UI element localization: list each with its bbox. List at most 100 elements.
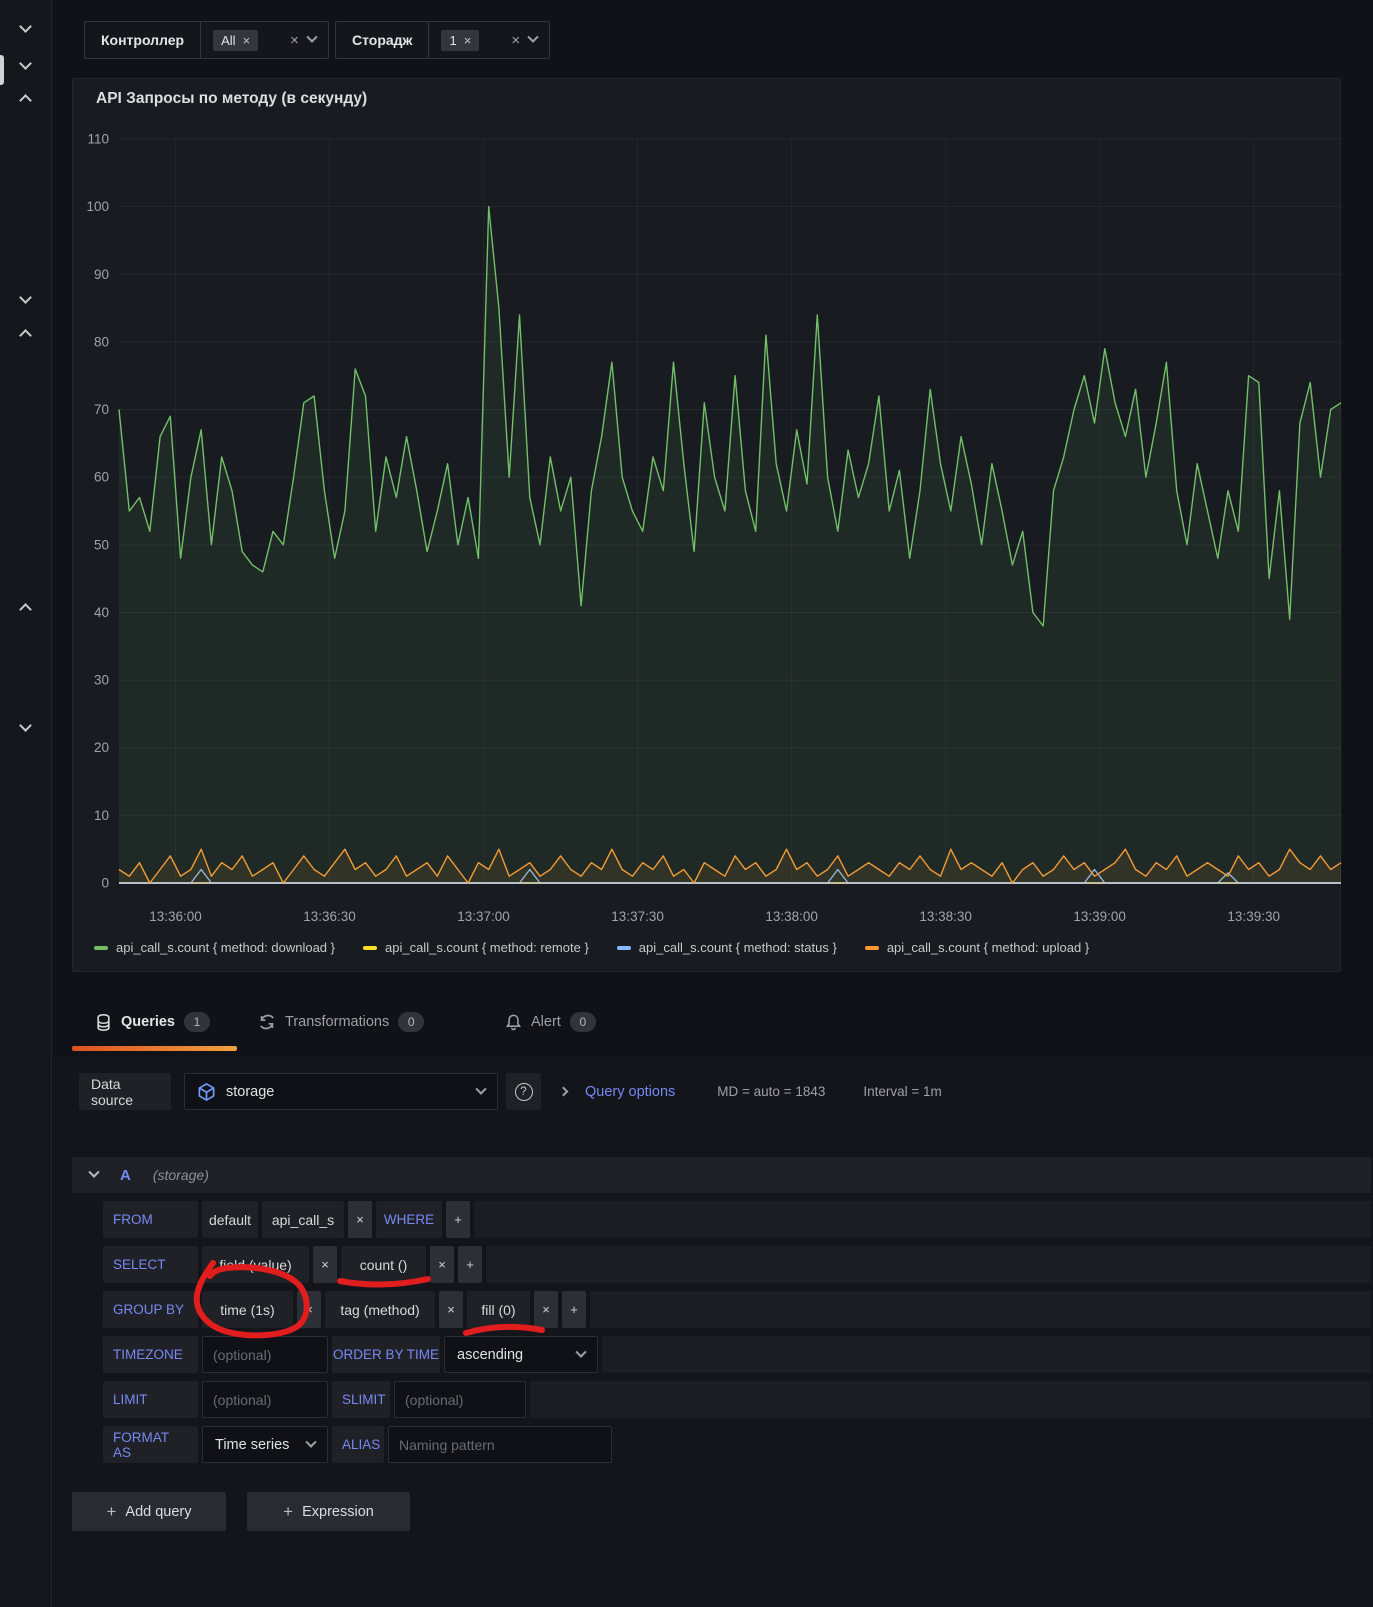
chevron-down-icon[interactable] — [19, 57, 32, 70]
query-row-limit: LIMIT SLIMIT — [103, 1381, 1371, 1418]
x-tick-label: 13:38:00 — [765, 909, 818, 924]
timezone-label: TIMEZONE — [103, 1336, 198, 1373]
select-field-segment[interactable]: field (value) — [202, 1246, 309, 1283]
remove-icon[interactable]: × — [297, 1291, 321, 1328]
add-query-button[interactable]: + Add query — [72, 1492, 226, 1531]
filter-storage-chip-value: 1 — [449, 32, 457, 48]
legend-item[interactable]: api_call_s.count { method: remote } — [363, 940, 589, 955]
tab-queries[interactable]: Queries 1 — [95, 1012, 210, 1032]
process-icon — [260, 1014, 274, 1030]
add-icon[interactable]: + — [458, 1246, 482, 1283]
y-tick-label: 10 — [94, 808, 109, 823]
query-ref-header[interactable]: A (storage) — [72, 1157, 1371, 1193]
format-as-value: Time series — [215, 1436, 290, 1453]
group-by-fill-segment[interactable]: fill (0) — [467, 1291, 530, 1328]
tab-queries-count: 1 — [184, 1012, 210, 1032]
query-row-select: SELECT field (value) × count () × + — [103, 1246, 1371, 1283]
chip-close-icon[interactable]: × — [242, 32, 251, 48]
select-label: SELECT — [103, 1246, 198, 1283]
datasource-name: storage — [226, 1083, 275, 1100]
from-measurement-segment[interactable]: api_call_s — [262, 1201, 344, 1238]
filter-clear-icon[interactable]: × — [290, 31, 299, 49]
remove-icon[interactable]: × — [348, 1201, 372, 1238]
chevron-down-icon[interactable] — [19, 291, 32, 304]
from-database-segment[interactable]: default — [202, 1201, 258, 1238]
select-count-segment[interactable]: count () — [341, 1246, 426, 1283]
legend-item[interactable]: api_call_s.count { method: upload } — [864, 940, 1089, 955]
alias-label: ALIAS — [332, 1426, 384, 1463]
remove-icon[interactable]: × — [313, 1246, 337, 1283]
chevron-up-icon[interactable] — [19, 329, 32, 342]
legend-dash-icon — [616, 945, 631, 950]
chevron-down-icon[interactable] — [306, 31, 318, 43]
tab-alert[interactable]: Alert 0 — [505, 1012, 596, 1032]
filter-storage: Сторадж 1 × × — [335, 21, 551, 59]
row-filler — [530, 1381, 1371, 1418]
filter-storage-chip[interactable]: 1 × — [441, 29, 480, 51]
expression-button[interactable]: + Expression — [247, 1492, 410, 1531]
tab-transformations[interactable]: Transformations 0 — [258, 1012, 425, 1032]
order-by-time-select[interactable]: ascending — [444, 1336, 598, 1373]
limit-label: LIMIT — [103, 1381, 198, 1418]
x-tick-label: 13:37:30 — [611, 909, 664, 924]
question-icon: ? — [514, 1082, 533, 1101]
x-tick-label: 13:38:30 — [919, 909, 972, 924]
chevron-up-icon[interactable] — [19, 94, 32, 107]
row-filler — [474, 1201, 1371, 1238]
query-options-toggle[interactable]: Query options — [585, 1083, 676, 1100]
chip-close-icon[interactable]: × — [463, 32, 472, 48]
chevron-down-icon[interactable] — [527, 31, 539, 43]
limit-input[interactable] — [202, 1381, 328, 1418]
chevron-up-icon[interactable] — [19, 603, 32, 616]
y-tick-label: 70 — [94, 402, 109, 417]
chart-svg: 0 10 20 30 40 50 60 70 80 90 100 110 13:36:00 13:36:3… — [86, 132, 1342, 924]
active-tab-underline — [72, 1046, 237, 1051]
query-ref-datasource: (storage) — [152, 1167, 209, 1183]
legend-item[interactable]: api_call_s.count { method: status } — [616, 940, 837, 955]
datasource-help-button[interactable]: ? — [506, 1073, 541, 1110]
group-by-time-segment[interactable]: time (1s) — [202, 1291, 293, 1328]
row-filler — [602, 1336, 1371, 1373]
format-as-select[interactable]: Time series — [202, 1426, 328, 1463]
query-ref-id: A — [120, 1166, 131, 1184]
slimit-input[interactable] — [394, 1381, 526, 1418]
sidebar-active-indicator — [0, 55, 4, 85]
datasource-picker[interactable]: storage — [184, 1073, 498, 1110]
order-by-time-label: ORDER BY TIME — [332, 1336, 440, 1373]
x-tick-label: 13:39:00 — [1073, 909, 1126, 924]
tab-alert-count: 0 — [569, 1012, 596, 1032]
chevron-down-icon — [305, 1436, 317, 1448]
timezone-input[interactable] — [202, 1336, 328, 1373]
filter-controller-chip[interactable]: All × — [213, 29, 259, 51]
legend-dash-icon — [864, 945, 879, 950]
filter-controller: Контроллер All × × — [84, 21, 329, 59]
y-tick-label: 100 — [86, 199, 109, 214]
remove-icon[interactable]: × — [430, 1246, 454, 1283]
collapse-chevron-icon[interactable] — [88, 1166, 100, 1178]
x-tick-label: 13:39:30 — [1227, 909, 1280, 924]
group-by-tag-segment[interactable]: tag (method) — [325, 1291, 435, 1328]
legend-item[interactable]: api_call_s.count { method: download } — [94, 940, 335, 955]
remove-icon[interactable]: × — [534, 1291, 558, 1328]
remove-icon[interactable]: × — [439, 1291, 463, 1328]
plus-icon: + — [283, 1501, 294, 1521]
alias-input[interactable] — [388, 1426, 612, 1463]
y-tick-label: 60 — [94, 470, 109, 485]
datasource-label: Data source — [79, 1073, 171, 1110]
query-row-timezone: TIMEZONE ORDER BY TIME ascending — [103, 1336, 1371, 1373]
chevron-right-icon[interactable] — [558, 1086, 569, 1097]
legend-label: api_call_s.count { method: remote } — [385, 940, 589, 955]
series-download-line — [118, 205, 1342, 627]
row-filler — [486, 1246, 1371, 1283]
add-icon[interactable]: + — [446, 1201, 470, 1238]
filter-clear-icon[interactable]: × — [511, 31, 521, 49]
y-tick-label: 30 — [94, 673, 109, 688]
chevron-down-icon[interactable] — [19, 20, 32, 33]
add-icon[interactable]: + — [562, 1291, 586, 1328]
add-query-label: Add query — [125, 1503, 192, 1520]
chart-panel: API Запросы по методу (в секунду) 0 10 20 3… — [72, 78, 1342, 972]
where-keyword[interactable]: WHERE — [376, 1201, 442, 1238]
chevron-down-icon[interactable] — [19, 719, 32, 732]
y-tick-label: 80 — [94, 334, 109, 349]
database-icon — [97, 1013, 110, 1031]
